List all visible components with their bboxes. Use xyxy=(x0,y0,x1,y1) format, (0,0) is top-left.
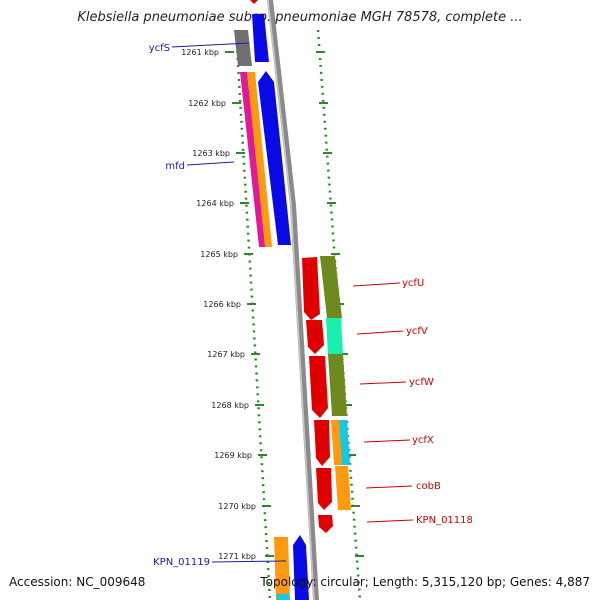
gene-red-top[interactable] xyxy=(250,0,258,4)
gene-red-ycfU[interactable] xyxy=(302,257,320,320)
tick-label: 1264 kbp xyxy=(196,199,234,208)
gene-label-mfd[interactable]: mfd xyxy=(165,161,185,172)
gene-blue-ycfS-neighbor[interactable] xyxy=(252,14,269,62)
genome-summary: Topology: circular; Length: 5,315,120 bp… xyxy=(260,575,590,589)
gene-magenta-mfd[interactable] xyxy=(240,72,266,247)
gene-orange-KPN_01119[interactable] xyxy=(274,537,290,600)
gene-label-cobB[interactable]: cobB xyxy=(416,481,441,492)
tick-label: 1268 kbp xyxy=(211,401,249,410)
gene-cyan-ycfX[interactable] xyxy=(339,420,350,465)
tick-labels: 1261 kbp 1262 kbp 1263 kbp 1264 kbp 1265… xyxy=(181,48,256,561)
tick-label: 1262 kbp xyxy=(188,99,226,108)
tick-label: 1263 kbp xyxy=(192,149,230,158)
gene-olive-ycfW[interactable] xyxy=(328,354,347,416)
tick-label: 1269 kbp xyxy=(214,451,252,460)
gene-olive-ycfU[interactable] xyxy=(320,256,342,318)
tick-label: 1261 kbp xyxy=(181,48,219,57)
tick-marks xyxy=(225,51,364,557)
tick-label: 1270 kbp xyxy=(218,502,256,511)
leader-line-ycfU xyxy=(352,282,401,287)
gene-label-KPN_01118[interactable]: KPN_01118 xyxy=(416,515,473,526)
gene-red-cobB[interactable] xyxy=(316,468,332,510)
gene-label-ycfX[interactable]: ycfX xyxy=(412,435,434,446)
gene-red-KPN_01118[interactable] xyxy=(318,515,333,533)
leader-line-KPN_01119 xyxy=(211,560,287,563)
gene-red-ycfW[interactable] xyxy=(309,356,328,418)
gene-label-ycfU[interactable]: ycfU xyxy=(402,278,424,289)
map-title: Klebsiella pneumoniae subsp. pneumoniae … xyxy=(77,10,523,25)
gene-orange-cobB[interactable] xyxy=(335,466,351,510)
accession-label: Accession: NC_009648 xyxy=(9,575,146,589)
gene-orange-mfd[interactable] xyxy=(247,72,272,247)
gene-label-ycfW[interactable]: ycfW xyxy=(409,377,434,388)
gene-red-ycfV[interactable] xyxy=(306,320,324,354)
tick-label: 1271 kbp xyxy=(218,552,256,561)
leader-line-mfd xyxy=(186,161,235,166)
gene-label-ycfS[interactable]: ycfS xyxy=(149,43,170,54)
genome-backbone-highlight xyxy=(267,0,315,600)
gene-cyan-bottom[interactable] xyxy=(276,594,290,600)
gene-label-ycfV[interactable]: ycfV xyxy=(406,326,428,337)
tick-label: 1266 kbp xyxy=(203,300,241,309)
leader-line-ycfS xyxy=(171,42,250,48)
gene-blue-mfd[interactable] xyxy=(258,71,291,245)
right-leader-lines xyxy=(352,282,414,523)
gene-red-ycfX[interactable] xyxy=(314,420,330,466)
gene-label-KPN_01119[interactable]: KPN_01119 xyxy=(153,557,210,568)
tick-label: 1267 kbp xyxy=(207,350,245,359)
leader-line-ycfV xyxy=(356,330,404,335)
genome-backbone xyxy=(267,0,319,600)
left-leader-lines xyxy=(171,42,287,563)
leader-line-ycfX xyxy=(363,439,411,443)
leader-line-cobB xyxy=(365,485,413,489)
leader-line-ycfW xyxy=(359,381,407,385)
tick-label: 1265 kbp xyxy=(200,250,238,259)
gene-blue-KPN_01119[interactable] xyxy=(293,535,309,600)
gene-gray-ycfS[interactable] xyxy=(234,30,252,66)
gene-teal-ycfV[interactable] xyxy=(326,318,343,355)
leader-line-KPN_01118 xyxy=(366,519,414,523)
